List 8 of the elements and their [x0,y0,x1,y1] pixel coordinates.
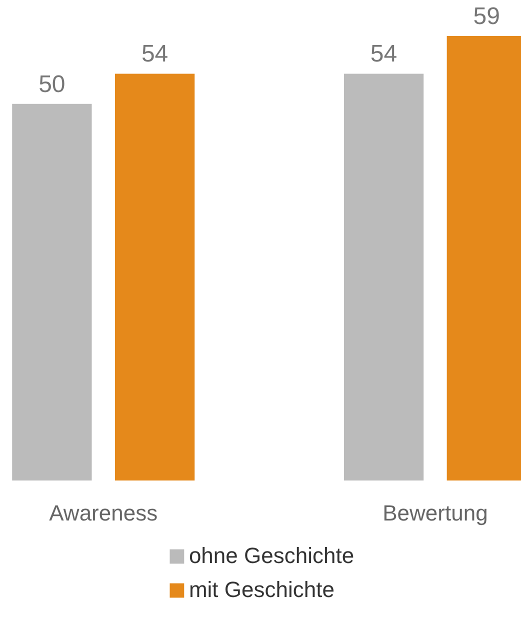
legend-label: ohne Geschichte [188,543,354,569]
legend-label: mit Geschichte [188,577,334,603]
data-label: 59 [473,3,500,30]
data-label: 54 [141,40,168,68]
data-label: 50 [38,70,66,98]
x-tick-label: Bewertung [382,500,488,526]
x-tick-label: Awareness [49,500,158,526]
data-label: 54 [370,40,398,68]
